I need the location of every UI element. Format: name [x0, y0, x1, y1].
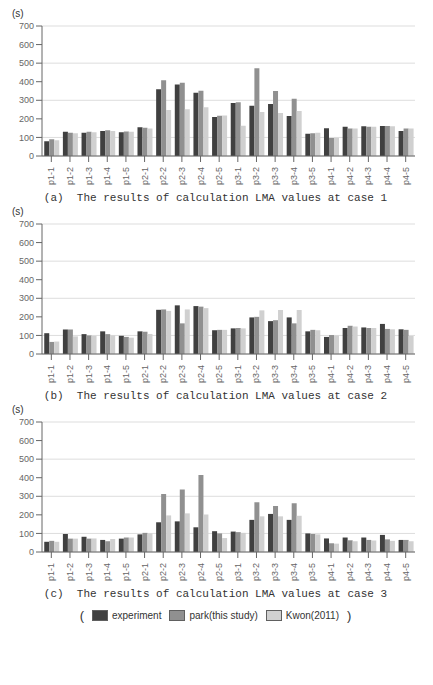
svg-text:p1-2: p1-2 — [65, 167, 75, 185]
svg-text:p2-2: p2-2 — [158, 365, 168, 383]
svg-text:p1-4: p1-4 — [102, 563, 112, 581]
svg-text:p2-5: p2-5 — [214, 167, 224, 185]
svg-text:p1-5: p1-5 — [121, 167, 131, 185]
svg-text:p1-4: p1-4 — [102, 167, 112, 185]
svg-text:600: 600 — [19, 436, 34, 446]
svg-text:p2-5: p2-5 — [214, 365, 224, 383]
svg-text:p1-2: p1-2 — [65, 563, 75, 581]
html-text:(s): (s) — [12, 404, 24, 415]
svg-text:500: 500 — [19, 256, 34, 266]
svg-text:p1-1: p1-1 — [46, 365, 56, 383]
svg-text:100: 100 — [19, 331, 34, 341]
svg-text:p4-2: p4-2 — [345, 365, 355, 383]
svg-text:p2-3: p2-3 — [177, 365, 187, 383]
svg-text:300: 300 — [19, 95, 34, 105]
svg-text:p3-5: p3-5 — [307, 167, 317, 185]
svg-text:200: 200 — [19, 510, 34, 520]
svg-text:p4-2: p4-2 — [345, 167, 355, 185]
svg-text:p2-1: p2-1 — [140, 167, 150, 185]
html-text:(s): (s) — [12, 206, 24, 217]
svg-text:p2-1: p2-1 — [140, 563, 150, 581]
svg-text:p2-2: p2-2 — [158, 563, 168, 581]
svg-text:p2-3: p2-3 — [177, 563, 187, 581]
svg-text:p3-2: p3-2 — [251, 365, 261, 383]
svg-text:p3-4: p3-4 — [289, 365, 299, 383]
html-text:(b) The results of calculation: (b) The results of calculation LMA value… — [43, 390, 388, 402]
svg-text:p1-5: p1-5 — [121, 365, 131, 383]
svg-text:p4-4: p4-4 — [382, 167, 392, 185]
svg-text:600: 600 — [19, 40, 34, 50]
svg-text:p3-3: p3-3 — [270, 563, 280, 581]
svg-text:p4-4: p4-4 — [382, 563, 392, 581]
html-text:Kwon(2011): Kwon(2011) — [285, 610, 339, 621]
svg-text:p3-4: p3-4 — [289, 167, 299, 185]
svg-text:p1-3: p1-3 — [84, 365, 94, 383]
svg-text:p2-3: p2-3 — [177, 167, 187, 185]
svg-text:p1-3: p1-3 — [84, 167, 94, 185]
svg-text:0: 0 — [29, 349, 34, 359]
svg-text:p2-4: p2-4 — [196, 365, 206, 383]
svg-text:p4-5: p4-5 — [401, 563, 411, 581]
svg-text:p3-1: p3-1 — [233, 563, 243, 581]
svg-text:p3-4: p3-4 — [289, 563, 299, 581]
svg-text:p3-3: p3-3 — [270, 365, 280, 383]
svg-text:200: 200 — [19, 312, 34, 322]
svg-text:p2-1: p2-1 — [140, 365, 150, 383]
svg-text:p3-1: p3-1 — [233, 167, 243, 185]
svg-text:p3-1: p3-1 — [233, 365, 243, 383]
html-text:(s): (s) — [12, 8, 24, 19]
svg-text:400: 400 — [19, 473, 34, 483]
svg-text:p4-1: p4-1 — [326, 365, 336, 383]
svg-text:p1-4: p1-4 — [102, 365, 112, 383]
svg-text:p1-3: p1-3 — [84, 563, 94, 581]
svg-text:p3-5: p3-5 — [307, 365, 317, 383]
svg-text:0: 0 — [29, 151, 34, 161]
svg-text:0: 0 — [29, 547, 34, 557]
svg-text:700: 700 — [19, 417, 34, 427]
svg-text:p4-5: p4-5 — [401, 167, 411, 185]
svg-text:p1-1: p1-1 — [46, 167, 56, 185]
svg-text:p4-5: p4-5 — [401, 365, 411, 383]
svg-text:p2-5: p2-5 — [214, 563, 224, 581]
svg-text:600: 600 — [19, 238, 34, 248]
svg-text:p4-3: p4-3 — [363, 365, 373, 383]
svg-text:p4-3: p4-3 — [363, 167, 373, 185]
svg-text:200: 200 — [19, 114, 34, 124]
svg-text:500: 500 — [19, 454, 34, 464]
svg-text:p2-4: p2-4 — [196, 167, 206, 185]
svg-text:500: 500 — [19, 58, 34, 68]
svg-text:p3-3: p3-3 — [270, 167, 280, 185]
svg-text:300: 300 — [19, 293, 34, 303]
svg-text:300: 300 — [19, 491, 34, 501]
svg-text:p4-1: p4-1 — [326, 167, 336, 185]
svg-text:p3-5: p3-5 — [307, 563, 317, 581]
svg-text:700: 700 — [19, 21, 34, 31]
svg-text:p4-4: p4-4 — [382, 365, 392, 383]
svg-text:100: 100 — [19, 133, 34, 143]
svg-text:p4-1: p4-1 — [326, 563, 336, 581]
svg-text:p1-5: p1-5 — [121, 563, 131, 581]
svg-text:p3-2: p3-2 — [251, 167, 261, 185]
svg-text:p2-2: p2-2 — [158, 167, 168, 185]
html-text:(a) The results of calculation: (a) The results of calculation LMA value… — [43, 192, 388, 204]
svg-text:100: 100 — [19, 529, 34, 539]
svg-text:p3-2: p3-2 — [251, 563, 261, 581]
svg-text:400: 400 — [19, 77, 34, 87]
svg-text:p2-4: p2-4 — [196, 563, 206, 581]
html-text:(c) The results of calculation: (c) The results of calculation LMA value… — [43, 588, 388, 600]
svg-text:700: 700 — [19, 219, 34, 229]
html-text:experiment: experiment — [112, 610, 162, 621]
svg-text:p1-1: p1-1 — [46, 563, 56, 581]
svg-text:400: 400 — [19, 275, 34, 285]
svg-text:p4-3: p4-3 — [363, 563, 373, 581]
html-text:park(this study): park(this study) — [189, 610, 258, 621]
svg-text:p1-2: p1-2 — [65, 365, 75, 383]
svg-text:p4-2: p4-2 — [345, 563, 355, 581]
